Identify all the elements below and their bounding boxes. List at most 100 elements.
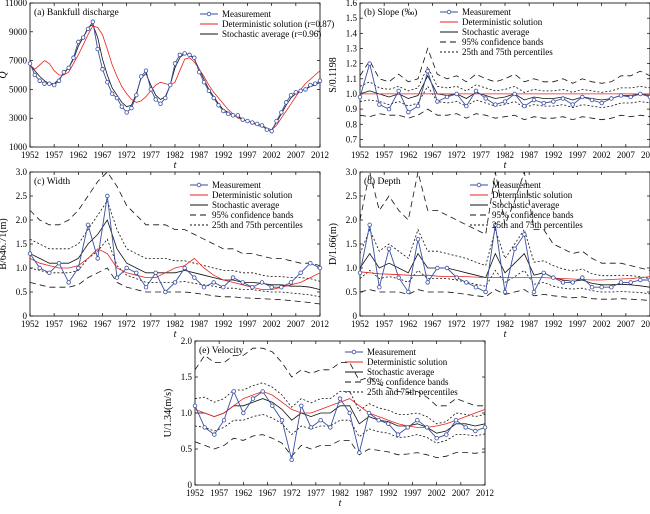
data-point	[560, 96, 566, 101]
x-tick-label: 1957	[45, 319, 64, 329]
y-axis-label: Q	[0, 71, 9, 79]
data-point	[560, 280, 566, 285]
data-point	[134, 270, 139, 275]
data-point	[541, 100, 546, 106]
data-point	[386, 421, 391, 426]
y-tick-label: 2.0	[346, 215, 358, 225]
x-tick-label: 1977	[142, 319, 161, 329]
data-point	[105, 193, 110, 199]
data-point	[114, 95, 120, 101]
legend-label: Stochastic average	[462, 27, 529, 37]
x-axis-label: t	[339, 498, 342, 509]
data-point	[589, 97, 595, 103]
series-line-pct	[359, 228, 650, 279]
x-tick-label: 1957	[375, 150, 394, 160]
data-point	[298, 88, 303, 94]
series-line-pct	[359, 65, 650, 93]
data-point	[415, 103, 421, 109]
series-line-deterministic	[194, 390, 486, 428]
data-point	[240, 280, 245, 285]
x-tick-label: 1972	[118, 150, 136, 160]
data-point	[211, 95, 216, 101]
data-point	[444, 432, 449, 437]
x-tick-label: 1967	[424, 319, 443, 329]
data-point	[406, 289, 411, 295]
y-tick-label: 9000	[9, 27, 28, 37]
x-tick-label: 1987	[520, 150, 539, 160]
data-point	[435, 265, 440, 271]
series-line-pct	[194, 382, 486, 425]
data-point	[148, 87, 154, 92]
x-tick-label: 1967	[94, 319, 113, 329]
data-point	[464, 103, 469, 109]
x-tick-label: 1997	[239, 150, 258, 160]
series-line-deterministic	[29, 248, 321, 291]
panel-b: 1952 1957 1962 1967 1972 1977 1982 1987 1992 1997…	[328, 0, 650, 171]
panel-a: 1952 1957 1962 1967 1972 1977 1982 1987 1992 1997…	[0, 0, 334, 171]
data-point	[531, 97, 537, 103]
x-tick-label: 1962	[399, 150, 417, 160]
data-point	[192, 403, 198, 408]
data-point	[318, 418, 323, 423]
x-tick-label: 1977	[472, 319, 491, 329]
x-tick-label: 1957	[375, 319, 394, 329]
y-tick-label: 1.5	[16, 239, 28, 249]
legend-label: Deterministic solution	[462, 17, 543, 27]
data-point	[47, 270, 52, 275]
y-tick-label: 1.2	[346, 59, 357, 69]
data-point	[502, 99, 508, 104]
data-point	[143, 68, 149, 73]
y-tick-label: 1000	[9, 142, 28, 152]
y-tick-label: 1.4	[346, 28, 358, 38]
x-tick-label: 1987	[190, 150, 209, 160]
panel-title: (d) Depth	[364, 176, 401, 187]
x-tick-label: 1957	[210, 488, 229, 498]
legend-label: 95% confidence bands	[212, 210, 294, 220]
data-point	[347, 410, 352, 416]
data-point	[66, 65, 71, 70]
data-point	[289, 457, 294, 462]
y-tick-label: 0.5	[181, 444, 193, 454]
y-tick-label: 1.0	[346, 263, 358, 273]
x-tick-label: 1997	[404, 488, 423, 498]
data-point	[270, 403, 275, 408]
data-point	[357, 94, 363, 100]
y-tick-label: 1.0	[346, 89, 358, 99]
x-tick-label: 1982	[496, 319, 514, 329]
data-point	[47, 81, 52, 86]
panel-e: 1952 1957 1962 1967 1972 1977 1982 1987 1992 1997…	[163, 336, 494, 509]
data-point	[415, 418, 420, 423]
x-tick-label: 1967	[424, 150, 443, 160]
data-point	[172, 61, 178, 66]
legend-label: 25th and 75th percentiles	[492, 220, 583, 230]
x-tick-label: 1952	[21, 150, 39, 160]
data-point	[124, 265, 129, 271]
x-tick-label: 1962	[69, 319, 87, 329]
data-point	[37, 78, 42, 83]
x-tick-label: 1972	[118, 319, 136, 329]
data-point	[328, 425, 333, 430]
x-tick-label: 1957	[45, 150, 64, 160]
x-tick-label: 1982	[166, 150, 184, 160]
series-line-ci95	[29, 171, 321, 266]
series-line-pct	[29, 238, 321, 298]
data-point	[493, 222, 498, 227]
data-point	[259, 280, 265, 285]
x-tick-label: 2012	[641, 150, 650, 160]
panel-title: (e) Velocity	[199, 345, 244, 356]
data-point	[444, 94, 450, 100]
data-point	[367, 61, 372, 66]
data-point	[56, 78, 62, 83]
series-line-pct	[29, 199, 321, 282]
x-tick-label: 1977	[472, 150, 491, 160]
x-tick-label: 1977	[142, 150, 161, 160]
y-tick-label: 1.5	[346, 239, 358, 249]
data-point	[522, 103, 527, 109]
panel-title: (c) Width	[34, 176, 70, 187]
data-point	[386, 246, 392, 251]
data-point	[167, 82, 173, 88]
y-tick-label: 3.0	[346, 167, 358, 177]
panel-title: (b) Slope (‰)	[364, 7, 417, 18]
